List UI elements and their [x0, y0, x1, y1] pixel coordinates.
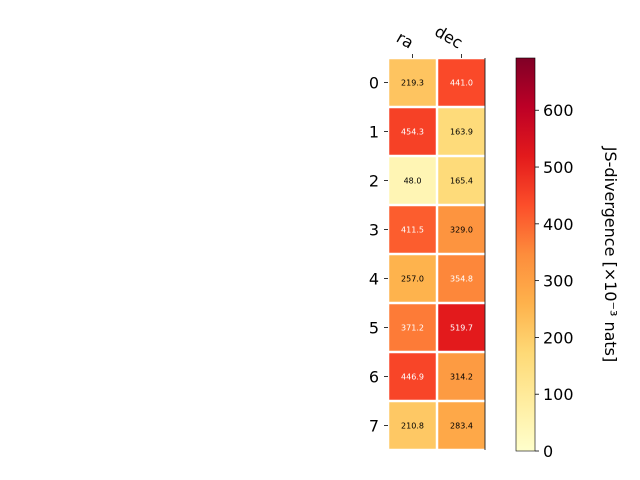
heatmap-cell	[389, 206, 436, 253]
heatmap-cell	[389, 157, 436, 204]
heatmap-cell	[389, 59, 436, 106]
heatmap-cell	[438, 206, 485, 253]
cell-value-label: 163.9	[450, 128, 473, 137]
colorbar: 0 100 200 300 400 500 600 JS-divergence [×10⁻³…	[515, 57, 620, 461]
cell-value-label: 329.0	[450, 226, 473, 235]
y-tick-label: 7	[369, 417, 379, 436]
x-tick-label: dec	[432, 22, 466, 53]
cell-value-label: 314.2	[450, 373, 473, 382]
heatmap-grid: 219.3 441.0 454.3 163.9 48.0 165.4 411.5 329.0 2…	[389, 59, 485, 449]
colorbar-label: JS-divergence [×10⁻³ nats]	[601, 146, 620, 362]
heatmap-cell	[389, 353, 436, 400]
heatmap-cell	[438, 402, 485, 449]
colorbar-tick-label: 300	[543, 272, 574, 291]
cell-value-label: 446.9	[401, 373, 424, 382]
cell-value-label: 165.4	[450, 177, 473, 186]
colorbar-tick-label: 600	[543, 101, 574, 120]
y-tick-label: 5	[369, 319, 379, 338]
cell-value-label: 519.7	[450, 324, 473, 333]
cell-value-label: 371.2	[401, 324, 424, 333]
cell-value-label: 441.0	[450, 79, 473, 88]
colorbar-tick-label: 200	[543, 328, 574, 347]
colorbar-tick-label: 100	[543, 385, 574, 404]
y-tick-label: 0	[369, 74, 379, 93]
heatmap-cell	[438, 353, 485, 400]
heatmap-cell	[438, 157, 485, 204]
heatmap-cell	[438, 59, 485, 106]
cell-value-label: 219.3	[401, 79, 424, 88]
heatmap-cell	[389, 402, 436, 449]
y-tick-label: 6	[369, 368, 379, 387]
heatmap-cell	[389, 304, 436, 351]
y-tick-label: 3	[369, 221, 379, 240]
cell-value-label: 283.4	[450, 422, 473, 431]
heatmap-cell	[438, 108, 485, 155]
cell-value-label: 354.8	[450, 275, 473, 284]
colorbar-ticks: 0 100 200 300 400 500 600	[535, 101, 574, 461]
y-tick-label: 4	[369, 270, 379, 289]
heatmap-cell	[389, 255, 436, 302]
y-tick-label: 2	[369, 172, 379, 191]
heatmap-cell	[438, 304, 485, 351]
x-tick-label: ra	[393, 28, 417, 53]
heatmap-cell	[389, 108, 436, 155]
y-tick-label: 1	[369, 123, 379, 142]
colorbar-tick-label: 500	[543, 158, 574, 177]
colorbar-tick-label: 400	[543, 215, 574, 234]
cell-value-label: 411.5	[401, 226, 424, 235]
colorbar-gradient	[515, 57, 536, 452]
cell-value-label: 210.8	[401, 422, 424, 431]
cell-value-label: 257.0	[401, 275, 424, 284]
heatmap-cell	[438, 255, 485, 302]
colorbar-tick-label: 0	[543, 442, 553, 461]
cell-value-label: 48.0	[404, 177, 422, 186]
cell-value-label: 454.3	[401, 128, 424, 137]
